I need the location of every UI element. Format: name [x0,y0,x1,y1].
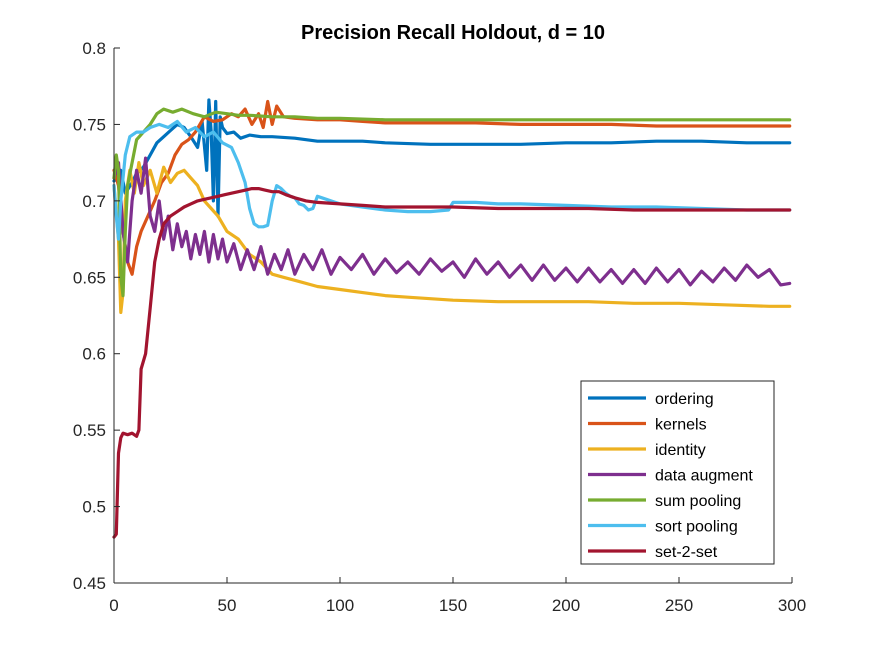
x-tick-label: 0 [109,596,118,615]
series-line-sum-pooling [112,107,792,298]
y-tick-label: 0.6 [82,345,106,364]
y-tick-label: 0.65 [73,268,106,287]
legend: ordering kernels identity data augment sum p… [580,380,775,565]
legend-label-sort-pooling: sort pooling [655,519,738,536]
series-line-set-2-set [112,187,792,539]
x-tick-label: 200 [552,596,580,615]
y-ticks: 0.45 0.5 0.55 0.6 0.65 0.7 0.75 0.8 [73,39,120,593]
series-group [112,98,792,539]
y-tick-label: 0.55 [73,421,106,440]
chart-title: Precision Recall Holdout, d = 10 [301,22,605,44]
y-tick-label: 0.5 [82,498,106,517]
legend-label-ordering: ordering [655,391,714,408]
x-tick-label: 150 [439,596,467,615]
series-line-sort-pooling [112,119,792,241]
x-tick-label: 50 [218,596,237,615]
y-tick-label: 0.7 [82,192,106,211]
legend-label-data-augment: data augment [655,468,753,485]
series-line-ordering [112,98,792,218]
x-tick-label: 100 [326,596,354,615]
y-tick-label: 0.8 [82,39,106,58]
y-tick-label: 0.45 [73,574,106,593]
legend-label-identity: identity [655,442,706,459]
series-line-data-augment [112,156,792,287]
series-line-identity [112,161,792,314]
legend-label-sum-pooling: sum pooling [655,493,741,510]
legend-label-kernels: kernels [655,417,707,434]
legend-box [580,380,775,565]
legend-label-set-2-set: set-2-set [655,544,718,561]
x-ticks: 0 50 100 150 200 250 300 [109,577,806,615]
x-tick-label: 250 [665,596,693,615]
x-tick-label: 300 [778,596,806,615]
y-tick-label: 0.75 [73,115,106,134]
